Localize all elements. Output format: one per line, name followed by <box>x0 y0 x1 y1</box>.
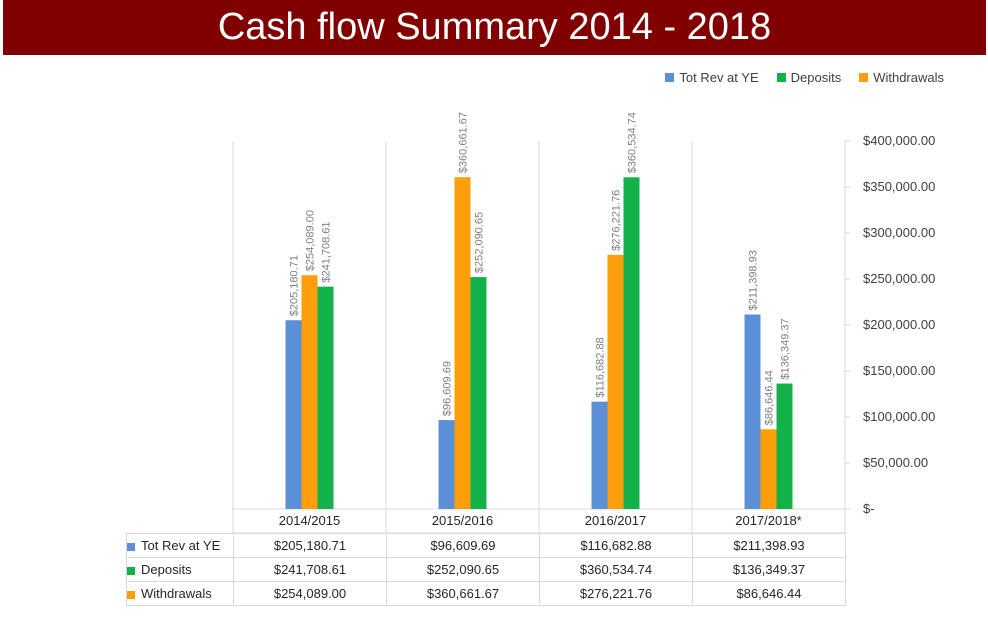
legend-item-deposits: Deposits <box>776 70 842 85</box>
bar <box>438 420 455 509</box>
legend-label: Withdrawals <box>873 70 944 85</box>
legend-item-withdrawals: Withdrawals <box>859 70 944 85</box>
data-label: $116,682.88 <box>595 337 607 397</box>
bar <box>744 314 761 509</box>
data-label: $252,090.65 <box>474 212 486 273</box>
bar <box>591 401 608 509</box>
chart-legend: Tot Rev at YE Deposits Withdrawals <box>665 70 944 85</box>
table-cell: $360,661.67 <box>386 581 540 606</box>
data-label: $360,661.67 <box>458 112 470 173</box>
bar <box>760 429 777 509</box>
x-tick-label: 2015/2016 <box>432 513 493 528</box>
row-label: Withdrawals <box>141 586 212 601</box>
y-tick-label: $50,000.00 <box>863 455 928 470</box>
table-row: Withdrawals $254,089.00 $360,661.67 $276… <box>126 581 846 606</box>
data-label: $86,646.44 <box>764 370 776 425</box>
y-tick-label: $350,000.00 <box>863 179 935 194</box>
bar <box>285 320 302 509</box>
table-row: Deposits $241,708.61 $252,090.65 $360,53… <box>126 557 846 582</box>
table-cell: $241,708.61 <box>233 557 387 582</box>
row-swatch <box>127 590 135 599</box>
y-tick-label: $400,000.00 <box>863 133 935 148</box>
data-label: $360,534.74 <box>627 112 639 173</box>
data-label: $276,221.76 <box>611 190 623 251</box>
x-tick-label: 2016/2017 <box>585 513 646 528</box>
data-label: $205,180.71 <box>289 255 301 316</box>
table-cell: $96,609.69 <box>386 533 540 558</box>
table-cell: $360,534.74 <box>539 557 693 582</box>
table-cell: $252,090.65 <box>386 557 540 582</box>
data-label: $254,089.00 <box>305 210 317 271</box>
row-swatch <box>127 542 135 551</box>
legend-label: Deposits <box>790 70 842 85</box>
legend-label: Tot Rev at YE <box>679 70 759 85</box>
y-tick-label: $100,000.00 <box>863 409 935 424</box>
table-cell: $116,682.88 <box>539 533 693 558</box>
table-row: Tot Rev at YE $205,180.71 $96,609.69 $11… <box>126 533 846 558</box>
bar <box>776 383 793 509</box>
bar <box>454 177 471 509</box>
table-cell: $211,398.93 <box>692 533 846 558</box>
legend-swatch <box>859 73 869 82</box>
row-label: Tot Rev at YE <box>141 538 221 553</box>
legend-item-tot-rev: Tot Rev at YE <box>665 70 759 85</box>
data-label: $136,349.37 <box>780 318 792 379</box>
y-tick-label: $300,000.00 <box>863 225 935 240</box>
row-swatch <box>127 566 135 575</box>
bar <box>301 275 318 509</box>
bar <box>623 177 640 509</box>
table-cell: $276,221.76 <box>539 581 693 606</box>
data-label: $96,609.69 <box>442 361 454 416</box>
row-header: Deposits <box>126 557 234 582</box>
bar <box>470 277 487 509</box>
chart-title: Cash flow Summary 2014 - 2018 <box>3 0 986 55</box>
y-tick-label: $250,000.00 <box>863 271 935 286</box>
x-tick-label: 2017/2018* <box>735 513 802 528</box>
y-tick-label: $- <box>863 501 875 516</box>
table-cell: $205,180.71 <box>233 533 387 558</box>
row-label: Deposits <box>141 562 192 577</box>
data-label: $211,398.93 <box>748 250 760 310</box>
bar-chart: $- $50,000.00 $100,000.00 $150,000.00 $200,0… <box>232 112 935 533</box>
table-cell: $86,646.44 <box>692 581 846 606</box>
row-header: Withdrawals <box>126 581 234 606</box>
legend-swatch <box>776 73 786 82</box>
table-cell: $136,349.37 <box>692 557 846 582</box>
row-header: Tot Rev at YE <box>126 533 234 558</box>
legend-swatch <box>665 73 675 82</box>
y-tick-label: $200,000.00 <box>863 317 935 332</box>
data-table: Tot Rev at YE $205,180.71 $96,609.69 $11… <box>126 533 846 606</box>
bar <box>317 286 334 509</box>
bar <box>607 254 624 509</box>
x-tick-label: 2014/2015 <box>279 513 340 528</box>
table-cell: $254,089.00 <box>233 581 387 606</box>
y-tick-label: $150,000.00 <box>863 363 935 378</box>
data-label: $241,708.61 <box>321 221 333 282</box>
